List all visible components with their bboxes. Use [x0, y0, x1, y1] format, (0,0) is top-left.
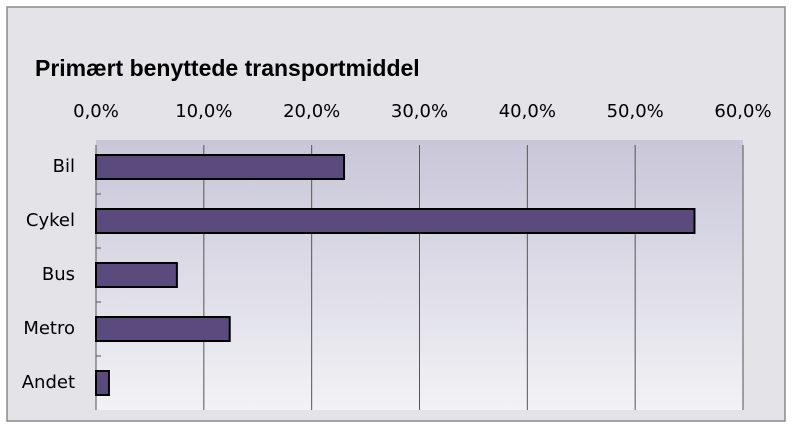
chart-title: Primært benyttede transportmiddel	[35, 55, 420, 81]
y-tick-label: Andet	[22, 372, 75, 393]
bar	[95, 316, 231, 342]
y-tick-label: Cykel	[26, 210, 75, 231]
x-tick-label: 40,0%	[499, 101, 556, 122]
y-tick-label: Bil	[53, 156, 75, 177]
x-tick-label: 20,0%	[283, 101, 340, 122]
bar	[95, 262, 178, 288]
x-tick-label: 30,0%	[391, 101, 448, 122]
x-tick-label: 50,0%	[607, 101, 664, 122]
y-tick-label: Bus	[42, 264, 75, 285]
x-tick-label: 60,0%	[714, 101, 771, 122]
y-tick-label: Metro	[23, 318, 75, 339]
bar	[95, 208, 696, 234]
bar	[95, 154, 346, 180]
x-tick-label: 0,0%	[73, 101, 119, 122]
bar	[95, 370, 110, 396]
x-tick-label: 10,0%	[175, 101, 232, 122]
